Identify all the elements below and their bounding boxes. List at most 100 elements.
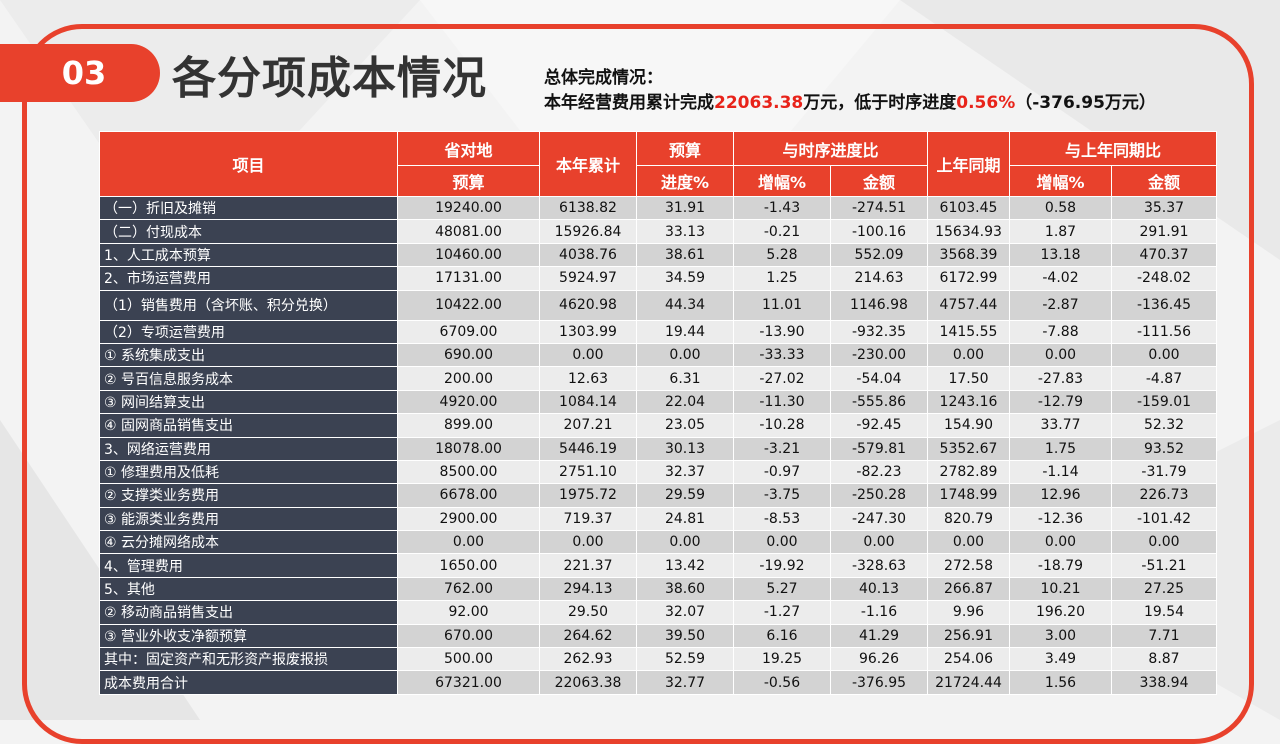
table-cell: 719.37: [539, 506, 637, 532]
table-cell: 0.00: [1111, 530, 1217, 555]
table-cell: 22063.38: [539, 670, 637, 695]
header-yoy-rate: 增幅%: [1009, 165, 1112, 197]
table-cell: 9.96: [927, 600, 1010, 625]
table-cell: 1146.98: [830, 289, 928, 321]
table-cell: 820.79: [927, 506, 1010, 532]
table-cell: 19.25: [733, 647, 831, 672]
table-cell: 93.52: [1111, 436, 1217, 461]
table-cell: -328.63: [830, 553, 928, 578]
table-cell: 221.37: [539, 553, 637, 578]
table-cell: -8.53: [733, 506, 831, 532]
table-cell: 19.44: [636, 319, 734, 344]
table-cell: -1.43: [733, 195, 831, 221]
table-cell: 17131.00: [397, 266, 540, 291]
table-cell: 10422.00: [397, 289, 540, 321]
row-label: ② 移动商品销售支出: [99, 600, 398, 625]
table-cell: 670.00: [397, 623, 540, 649]
table-cell: 5.28: [733, 242, 831, 268]
table-cell: -1.27: [733, 600, 831, 625]
table-cell: -92.45: [830, 413, 928, 438]
table-cell: 200.00: [397, 366, 540, 391]
table-cell: 1303.99: [539, 319, 637, 344]
table-cell: 0.00: [1009, 342, 1112, 368]
row-label: （2）专项运营费用: [99, 319, 398, 344]
row-label: 2、市场运营费用: [99, 266, 398, 291]
table-cell: 38.61: [636, 242, 734, 268]
table-cell: 1084.14: [539, 389, 637, 415]
header-yoy-group: 与上年同期比: [1009, 131, 1217, 166]
table-cell: 24.81: [636, 506, 734, 532]
table-cell: 1975.72: [539, 483, 637, 508]
table-cell: 32.77: [636, 670, 734, 695]
table-row: 其中：固定资产和无形资产报废报损 500.00 262.93 52.59 19.25 96…: [99, 647, 1217, 672]
table-cell: 34.59: [636, 266, 734, 291]
table-cell: 500.00: [397, 647, 540, 672]
table-cell: 196.20: [1009, 600, 1112, 625]
header-budget-top: 预算: [636, 131, 734, 166]
table-cell: 214.63: [830, 266, 928, 291]
table-cell: 10.21: [1009, 576, 1112, 602]
table-cell: 6678.00: [397, 483, 540, 508]
table-cell: 0.00: [539, 342, 637, 368]
summary-block: 总体完成情况： 本年经营费用累计完成22063.38万元，低于时序进度0.56%…: [544, 66, 1156, 116]
table-cell: 1415.55: [927, 319, 1010, 344]
row-label: （1）销售费用（含坏账、积分兑换）: [99, 289, 398, 321]
summary-prefix: 本年经营费用累计完成: [544, 93, 714, 113]
table-cell: 38.60: [636, 576, 734, 602]
row-label: ③ 能源类业务费用: [99, 506, 398, 532]
table-cell: 294.13: [539, 576, 637, 602]
table-row: 3、网络运营费用 18078.00 5446.19 30.13 -3.21 -579.81…: [99, 436, 1217, 461]
table-cell: 52.59: [636, 647, 734, 672]
table-row: ③ 营业外收支净额预算 670.00 264.62 39.50 6.16 41.29 256…: [99, 623, 1217, 649]
table-cell: 33.13: [636, 219, 734, 244]
header-schedule-rate: 增幅%: [733, 165, 831, 197]
page-title: 各分项成本情况: [172, 53, 487, 104]
row-label: ① 系统集成支出: [99, 342, 398, 368]
row-label: 成本费用合计: [99, 670, 398, 695]
table-row: ① 修理费用及低耗 8500.00 2751.10 32.37 -0.97 -82.23 2…: [99, 459, 1217, 485]
table-cell: 30.13: [636, 436, 734, 461]
summary-suffix: （-376.95万元）: [1015, 93, 1156, 113]
summary-heading: 总体完成情况：: [544, 68, 663, 88]
table-cell: 32.37: [636, 459, 734, 485]
table-cell: 4620.98: [539, 289, 637, 321]
table-row: （一）折旧及摊销 19240.00 6138.82 31.91 -1.43 -274.51…: [99, 195, 1217, 221]
table-cell: -82.23: [830, 459, 928, 485]
table-cell: 690.00: [397, 342, 540, 368]
table-cell: 31.91: [636, 195, 734, 221]
table-cell: 552.09: [830, 242, 928, 268]
table-cell: -27.02: [733, 366, 831, 391]
table-header: 项目 省对地 本年累计 预算 与时序进度比 上年同期 与上年同期比 预算 进度%…: [99, 131, 1217, 197]
table-cell: 12.63: [539, 366, 637, 391]
table-cell: 254.06: [927, 647, 1010, 672]
row-label: ② 号百信息服务成本: [99, 366, 398, 391]
table-cell: 0.00: [927, 342, 1010, 368]
cumulative-value: 22063.38: [714, 93, 804, 113]
header-last-year: 上年同期: [927, 131, 1010, 197]
table-row: 5、其他 762.00 294.13 38.60 5.27 40.13 266.87 10.2…: [99, 576, 1217, 602]
table-row: 成本费用合计 67321.00 22063.38 32.77 -0.56 -376.95 2…: [99, 670, 1217, 695]
table-cell: -111.56: [1111, 319, 1217, 344]
table-cell: 2782.89: [927, 459, 1010, 485]
table-cell: -0.56: [733, 670, 831, 695]
table-cell: -136.45: [1111, 289, 1217, 321]
table-cell: 762.00: [397, 576, 540, 602]
table-cell: 13.42: [636, 553, 734, 578]
table-cell: -3.75: [733, 483, 831, 508]
table-cell: 7.71: [1111, 623, 1217, 649]
table-cell: 0.00: [539, 530, 637, 555]
table-cell: -4.02: [1009, 266, 1112, 291]
table-cell: 154.90: [927, 413, 1010, 438]
table-cell: -1.16: [830, 600, 928, 625]
table-cell: -4.87: [1111, 366, 1217, 391]
table-cell: 291.91: [1111, 219, 1217, 244]
table-cell: 272.58: [927, 553, 1010, 578]
table-cell: 1.87: [1009, 219, 1112, 244]
table-cell: 1243.16: [927, 389, 1010, 415]
table-cell: 262.93: [539, 647, 637, 672]
table-cell: -247.30: [830, 506, 928, 532]
table-cell: 3.49: [1009, 647, 1112, 672]
section-number: 03: [61, 54, 107, 92]
table-cell: -31.79: [1111, 459, 1217, 485]
summary-line: 本年经营费用累计完成22063.38万元，低于时序进度0.56%（-376.95…: [544, 91, 1156, 116]
